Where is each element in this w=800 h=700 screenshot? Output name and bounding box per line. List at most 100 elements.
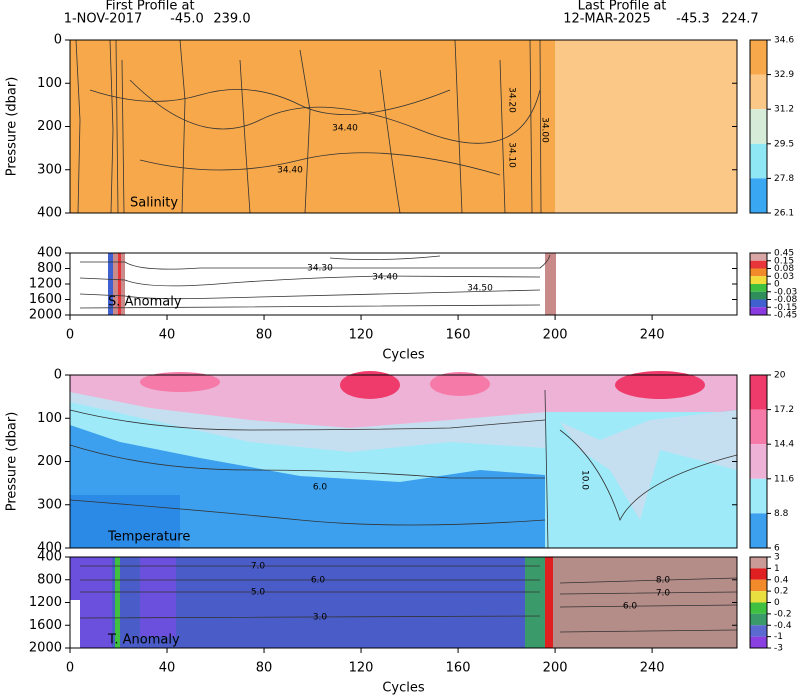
contour-label: 6.0 — [313, 483, 328, 493]
x-tick-label: 80 — [256, 328, 273, 343]
y-tick-label: 400 — [37, 206, 62, 221]
first-lat: -45.0 — [170, 12, 204, 27]
last-label: Last Profile at — [578, 0, 667, 14]
colorbar-label: 11.6 — [774, 474, 794, 484]
colorbar-segment — [750, 253, 767, 261]
s-anomaly-field — [70, 253, 737, 315]
y-tick-label: 400 — [37, 541, 62, 556]
y-tick-label: 300 — [37, 162, 62, 177]
colorbar-segment — [750, 579, 767, 592]
colorbar-label: 0.2 — [774, 587, 788, 597]
y-tick-label: 0 — [54, 33, 62, 48]
last-date: 12-MAR-2025 — [563, 12, 651, 27]
colorbar-label: 27.8 — [774, 174, 794, 184]
colorbar-segment — [750, 109, 767, 144]
y-tick-label: 800 — [37, 572, 62, 587]
contour-label: 34.40 — [332, 124, 358, 134]
y-tick-label: 1600 — [29, 292, 62, 307]
x-tick-label: 240 — [640, 661, 665, 676]
colorbar-segment — [750, 284, 767, 292]
last-lat: -45.3 — [676, 12, 710, 27]
colorbar-segment — [750, 636, 767, 648]
colorbar-frame — [749, 39, 768, 214]
colorbar-segment — [750, 478, 767, 514]
colorbar-label: -0.15 — [774, 303, 797, 313]
colorbar-segment — [750, 143, 767, 179]
colorbar-label: 6 — [774, 544, 780, 554]
colorbar-segment — [750, 602, 767, 614]
first-lon: 239.0 — [213, 12, 250, 27]
colorbar-segment — [750, 513, 767, 548]
contour-label: 7.0 — [656, 589, 671, 599]
colorbar-label: -0.03 — [774, 287, 797, 297]
first-label: First Profile at — [105, 0, 194, 14]
y-tick-label: 400 — [37, 246, 62, 261]
colorbar-label: -1 — [774, 632, 783, 642]
first-date: 1-NOV-2017 — [64, 12, 143, 27]
x-axis-label: Cycles — [382, 348, 425, 363]
y-axis-label: Pressure (dbar) — [5, 412, 20, 512]
y-tick-label: 200 — [37, 454, 62, 469]
contour-label: 34.20 — [507, 87, 517, 113]
colorbar-label: 0.4 — [774, 575, 789, 585]
contour-label: 6.0 — [311, 576, 326, 586]
colorbar-segment — [750, 40, 767, 75]
y-tick-label: 2000 — [29, 641, 62, 656]
y-tick-label: 400 — [37, 550, 62, 565]
colorbar-label: 32.9 — [774, 70, 794, 80]
colorbar-segment — [750, 260, 767, 269]
x-tick-label: 80 — [256, 661, 273, 676]
panel-title: Temperature — [107, 530, 190, 545]
y-tick-label: 1600 — [29, 618, 62, 633]
contour-label: 6.0 — [623, 602, 638, 612]
x-tick-label: 160 — [446, 328, 471, 343]
colorbar-label: -0.45 — [774, 311, 797, 321]
colorbar-label: -0.08 — [774, 295, 798, 305]
y-tick-label: 100 — [37, 76, 62, 91]
contour-label: 7.0 — [251, 562, 266, 572]
colorbar-segment — [750, 625, 767, 637]
colorbar-label: 8.8 — [774, 509, 789, 519]
contour-label: 34.50 — [467, 284, 493, 294]
colorbar-segment — [750, 74, 767, 110]
x-tick-label: 240 — [640, 328, 665, 343]
colorbar-label: 0 — [774, 280, 780, 290]
contour-label: 34.00 — [540, 117, 550, 143]
colorbar-segment — [750, 613, 767, 626]
panel-title: Salinity — [130, 196, 178, 211]
panel-title: T. Anomaly — [107, 633, 180, 648]
colorbar-label: 0.15 — [774, 256, 794, 266]
x-tick-label: 120 — [349, 328, 374, 343]
y-tick-label: 2000 — [29, 308, 62, 323]
x-tick-label: 200 — [543, 328, 568, 343]
x-tick-label: 160 — [446, 661, 471, 676]
temperature-field — [69, 371, 738, 549]
y-tick-label: 100 — [37, 411, 62, 426]
colorbar-label: 34.6 — [774, 36, 794, 46]
y-tick-label: 800 — [37, 261, 62, 276]
contour-label: 34.10 — [507, 142, 517, 168]
x-axis-label: Cycles — [382, 681, 425, 696]
x-tick-label: 0 — [66, 661, 74, 676]
y-tick-label: 300 — [37, 497, 62, 512]
colorbar-label: 0.03 — [774, 272, 794, 282]
contour-label: 34.40 — [277, 166, 303, 176]
y-tick-label: 1200 — [29, 277, 62, 292]
y-tick-label: 200 — [37, 119, 62, 134]
colorbar-label: 29.5 — [774, 139, 794, 149]
colorbar-label: 0.08 — [774, 264, 794, 274]
contour-label: 34.30 — [307, 264, 333, 274]
colorbar-label: 31.2 — [774, 105, 794, 115]
colorbar-label: 17.2 — [774, 405, 794, 415]
panel-title: S. Anomaly — [108, 295, 182, 310]
colorbar-label: 26.1 — [774, 209, 794, 219]
colorbar-label: -0.2 — [774, 609, 792, 619]
colorbar-label: 3 — [774, 553, 780, 563]
colorbar-segment — [750, 591, 767, 603]
y-tick-label: 1200 — [29, 595, 62, 610]
colorbar-label: 20 — [774, 371, 786, 381]
contour-label: 34.40 — [372, 273, 398, 283]
t-anomaly-field — [70, 557, 738, 648]
contour-label: 8.0 — [656, 576, 671, 586]
